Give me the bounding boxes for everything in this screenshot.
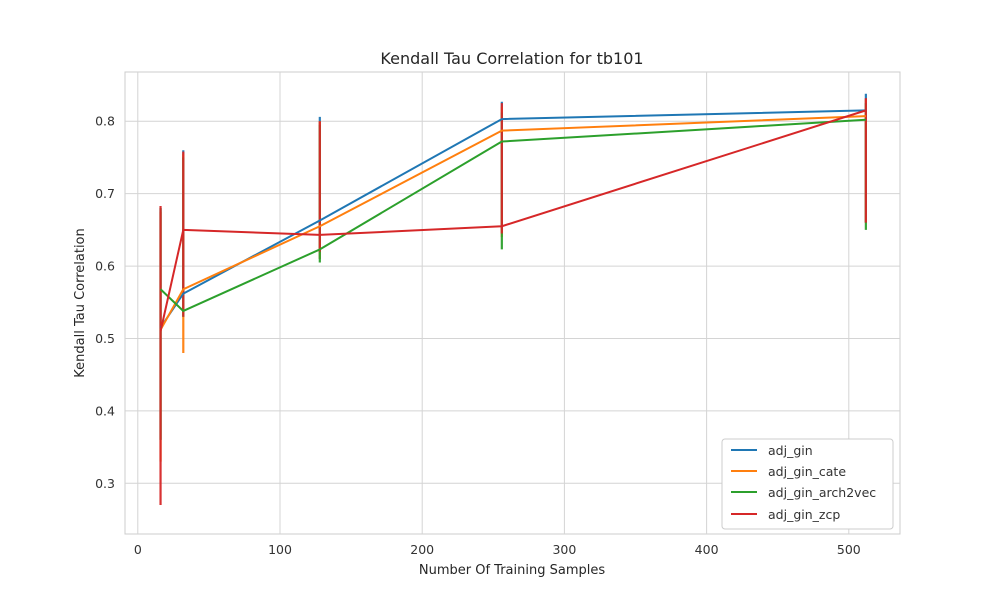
series-lines bbox=[159, 109, 867, 332]
legend-label-adj-gin-cate: adj_gin_cate bbox=[768, 464, 846, 479]
legend-box bbox=[721, 438, 894, 530]
x-tick-label: 200 bbox=[410, 542, 434, 557]
series-line-adj-gin-zcp bbox=[159, 109, 867, 332]
x-axis-label: Number Of Training Samples bbox=[419, 563, 605, 578]
legend-label-adj-gin-zcp: adj_gin_zcp bbox=[768, 507, 840, 522]
series-line-adj-gin-arch2vec bbox=[159, 118, 866, 312]
y-tick-label: 0.6 bbox=[95, 259, 115, 274]
x-tick-label: 500 bbox=[837, 542, 861, 557]
legend-label-adj-gin: adj_gin bbox=[768, 443, 813, 458]
y-tick-label: 0.5 bbox=[95, 331, 115, 346]
y-tick-label: 0.8 bbox=[95, 114, 115, 129]
x-tick-label: 300 bbox=[552, 542, 576, 557]
tick-labels: 0 100 200 300 400 500 0.3 0.4 0.5 0.6 0.7 0.8 bbox=[95, 114, 861, 557]
chart-title: Kendall Tau Correlation for tb101 bbox=[380, 49, 643, 68]
y-axis-label: Kendall Tau Correlation bbox=[73, 228, 88, 378]
y-tick-label: 0.7 bbox=[95, 186, 115, 201]
legend-label-adj-gin-arch2vec: adj_gin_arch2vec bbox=[768, 485, 876, 500]
x-tick-label: 0 bbox=[134, 542, 142, 557]
y-tick-label: 0.3 bbox=[95, 476, 115, 491]
legend: adj_gin adj_gin_cate adj_gin_arch2vec ad… bbox=[721, 438, 894, 530]
x-tick-label: 100 bbox=[268, 542, 292, 557]
x-tick-label: 400 bbox=[695, 542, 719, 557]
y-tick-label: 0.4 bbox=[95, 403, 115, 418]
